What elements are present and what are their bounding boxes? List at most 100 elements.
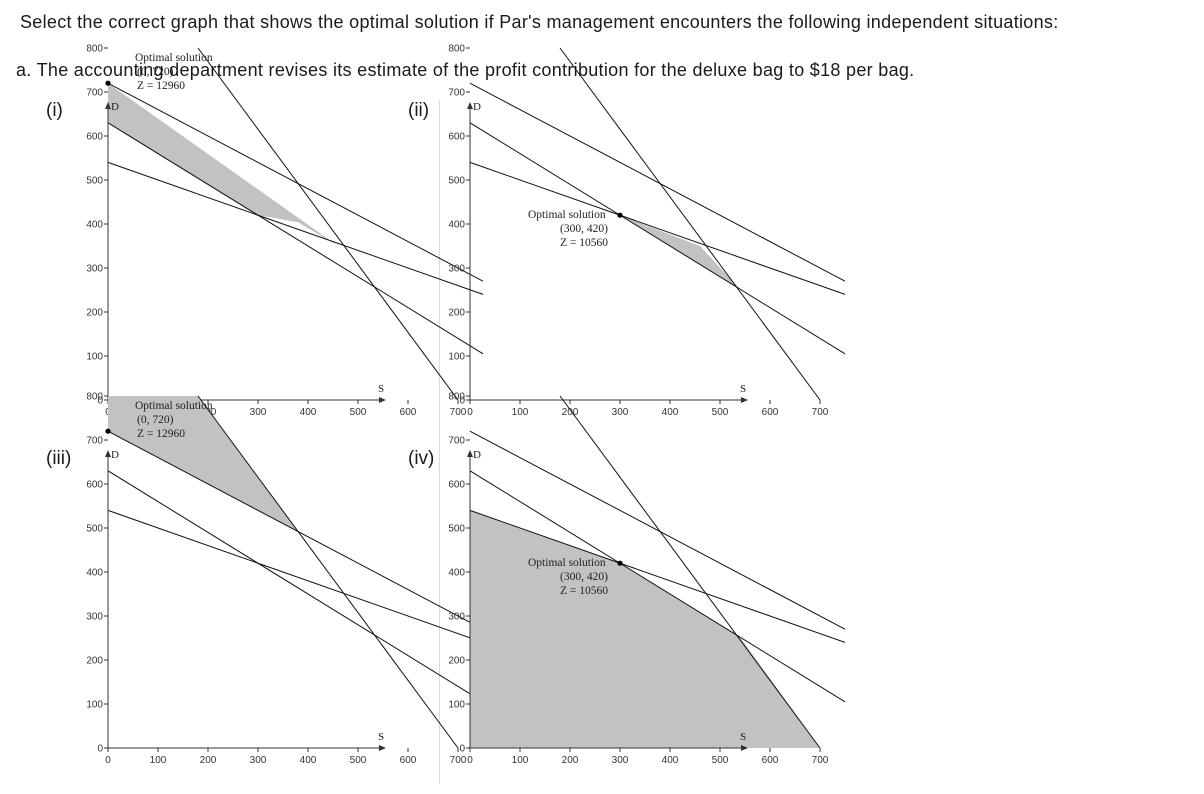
y-tick-label: 100 [86,700,103,711]
graph-option-iv[interactable]: (iv) D S 0 100 200 300 400 500 600 700 800 0 100 200 3… [402,392,846,782]
y-tick-label: 700 [448,88,465,99]
annotation-z: Z = 10560 [560,237,608,249]
x-tick-label: 300 [250,407,267,418]
constraint-line-4 [197,395,459,749]
feasible-region [108,396,298,532]
option-label-iv: (iv) [408,448,435,469]
y-tick-label: 500 [448,176,465,187]
constraint-line-4 [559,395,821,749]
x-tick-label: 100 [150,755,167,766]
constraint-line-3 [107,509,484,643]
x-tick-label: 700 [812,755,829,766]
y-tick-label: 600 [448,132,465,143]
x-tick-label: 400 [662,407,679,418]
annotation-title: Optimal solution [528,209,606,221]
constraint-line-1 [107,430,484,630]
x-axis-arrow [379,397,386,403]
constraint-line-3 [469,161,846,295]
x-tick-label: 400 [662,755,679,766]
y-axis-arrow [467,102,473,109]
constraint-line-3 [469,509,846,643]
x-tick-label: 500 [712,755,729,766]
x-axis-letter: S [740,383,746,395]
x-tick-label: 200 [562,755,579,766]
y-tick-label: 200 [86,656,103,667]
constraint-line-4 [197,47,459,401]
y-tick-label: 800 [86,392,103,403]
graph-option-ii[interactable]: (ii) D S 0 100 200 300 400 500 600 700 800 0 100 200 3… [402,44,846,434]
x-tick-label: 200 [562,407,579,418]
y-tick-label: 500 [86,524,103,535]
y-tick-label: 200 [448,308,465,319]
graph-option-iii[interactable]: (iii) D S 0 100 200 300 400 500 600 700 800 0 100 200… [40,392,484,782]
y-tick-label: 300 [448,612,465,623]
annotation-point: (300, 420) [560,223,608,235]
y-tick-label: 500 [86,176,103,187]
x-tick-label: 0 [467,755,473,766]
constraint-line-1 [469,430,846,630]
x-tick-label: 0 [467,407,473,418]
optimal-point [105,428,111,434]
y-tick-label: 800 [448,392,465,403]
subquestion-a-text: a. The accounting department revises its… [16,60,915,80]
x-tick-label: 500 [712,407,729,418]
y-axis-letter: D [473,449,481,461]
y-tick-label: 200 [448,656,465,667]
option-label-ii: (ii) [408,100,430,121]
x-tick-label: 600 [400,755,417,766]
y-tick-label: 800 [86,44,103,55]
x-axis-arrow [379,745,386,751]
x-tick-label: 100 [512,407,529,418]
annotation-z: Z = 10560 [560,585,608,597]
y-axis-letter: D [111,449,119,461]
y-tick-label: 400 [448,568,465,579]
question-text: Select the correct graph that shows the … [20,12,1059,32]
constraint-line-2 [469,122,846,355]
optimal-point [617,212,623,218]
constraint-line-1 [107,82,484,282]
y-axis-arrow [105,102,111,109]
chart-i: DS01002003004005006007008000100200300400… [86,44,484,418]
option-label-iii: (iii) [46,448,72,469]
y-axis-arrow [105,450,111,457]
annotation-title: Optimal solution [528,557,606,569]
x-tick-label: 200 [200,755,217,766]
x-tick-label: 500 [350,755,367,766]
column-divider [439,100,440,784]
x-tick-label: 400 [300,755,317,766]
y-tick-label: 300 [448,264,465,275]
x-axis-arrow [741,745,748,751]
y-tick-label: 100 [448,352,465,363]
x-tick-label: 300 [612,407,629,418]
x-tick-label: 400 [300,407,317,418]
y-tick-label: 200 [86,308,103,319]
y-tick-label: 0 [97,396,103,407]
y-axis-arrow [467,450,473,457]
y-tick-label: 500 [448,524,465,535]
y-tick-label: 300 [86,264,103,275]
x-axis-letter: S [740,731,746,743]
constraint-line-2 [107,122,484,355]
y-tick-label: 100 [86,352,103,363]
y-tick-label: 400 [86,220,103,231]
y-tick-label: 700 [86,88,103,99]
x-tick-label: 600 [762,407,779,418]
annotation-title: Optimal solution [135,400,213,412]
optimal-point [617,560,623,566]
y-tick-label: 800 [448,44,465,55]
constraint-line-2 [469,470,846,703]
graph-option-i[interactable]: (i) DS0100200300400500600700800010020030… [40,44,484,434]
x-axis-letter: S [378,731,384,743]
x-axis-letter: S [378,383,384,395]
optimal-point [105,80,111,86]
x-tick-label: 700 [450,755,467,766]
y-axis-letter: D [111,101,119,113]
feasible-region [108,83,338,246]
y-tick-label: 400 [448,220,465,231]
constraint-line-2 [107,470,484,703]
x-tick-label: 100 [512,755,529,766]
feasible-region [470,510,820,748]
